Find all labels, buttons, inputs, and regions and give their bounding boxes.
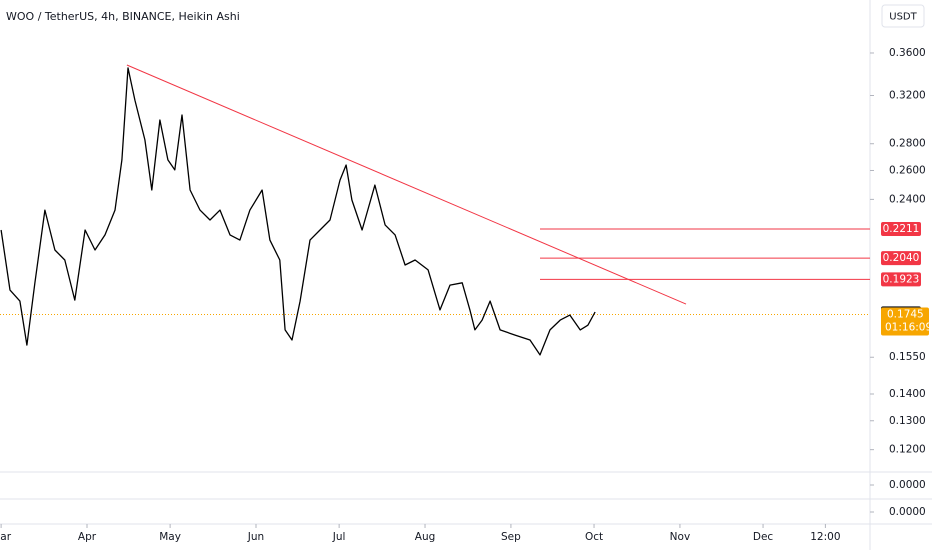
- currency-label[interactable]: USDT: [889, 12, 917, 23]
- y-tick-label: 0.2600: [889, 164, 926, 176]
- y-tick-label: 0.1550: [889, 351, 926, 363]
- subpane-tick-label: 0.0000: [889, 479, 926, 491]
- x-tick-label: Aug: [415, 531, 436, 543]
- countdown-label: 01:16:09: [885, 321, 932, 333]
- level-label: 0.1923: [883, 273, 920, 285]
- y-tick-label: 0.2800: [889, 138, 926, 150]
- y-tick-label: 0.1300: [889, 415, 926, 427]
- currency-button[interactable]: [881, 4, 925, 28]
- y-tick-label: 0.1400: [889, 388, 926, 400]
- x-tick-label: May: [159, 531, 181, 543]
- x-tick-label: Jul: [332, 531, 346, 543]
- x-tick-label: Jun: [247, 531, 264, 543]
- chart-title: WOO / TetherUS, 4h, BINANCE, Heikin Ashi: [6, 10, 240, 23]
- level-label: 0.2040: [883, 252, 920, 264]
- x-tick-label: Oct: [585, 531, 603, 543]
- level-label-bg: [881, 222, 921, 237]
- x-tick-label: Nov: [670, 531, 691, 543]
- current-price-bg: [881, 307, 929, 336]
- y-tick-label: 0.3200: [889, 90, 926, 102]
- price-line: [0, 67, 596, 356]
- current-price-label: 0.1745: [887, 308, 924, 320]
- x-tick-label: Mar: [0, 531, 12, 543]
- level-label-bg: [881, 272, 921, 287]
- trendline: [126, 64, 687, 305]
- x-tick-label: Sep: [501, 531, 521, 543]
- x-tick-label: 12:00: [810, 531, 840, 543]
- y-tick-label: 0.3600: [889, 47, 926, 59]
- y-tick-label: 0.2400: [889, 193, 926, 205]
- x-tick-label: Apr: [78, 531, 97, 543]
- level-label: 0.2211: [883, 223, 920, 235]
- y-tick-label: 0.1200: [889, 444, 926, 456]
- x-tick-label: Dec: [753, 531, 774, 543]
- level-label-bg: [881, 251, 921, 266]
- subpane-tick-label: 0.0000: [889, 506, 926, 518]
